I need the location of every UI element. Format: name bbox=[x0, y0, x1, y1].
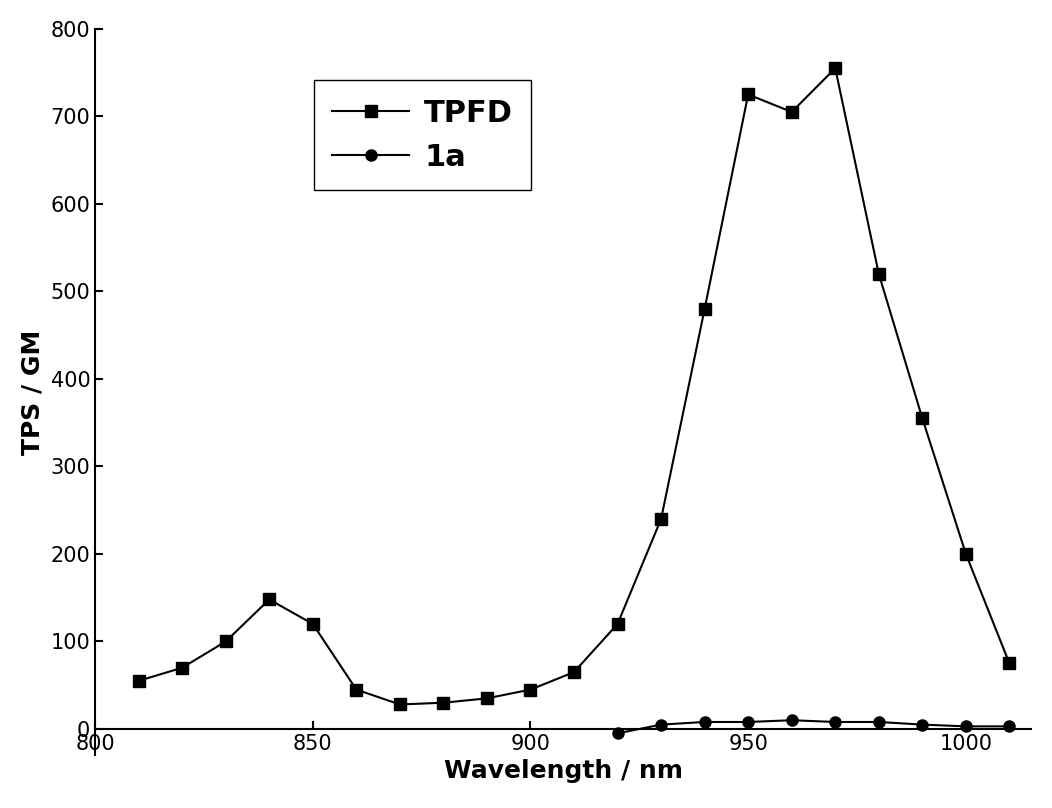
TPFD bbox=[959, 549, 972, 559]
TPFD bbox=[524, 684, 537, 694]
TPFD bbox=[220, 637, 232, 646]
1a bbox=[959, 722, 972, 731]
TPFD bbox=[481, 693, 493, 703]
TPFD bbox=[872, 269, 885, 279]
1a bbox=[654, 720, 667, 730]
TPFD bbox=[1004, 659, 1016, 668]
TPFD bbox=[133, 676, 145, 686]
1a bbox=[1004, 722, 1016, 731]
Y-axis label: TPS / GM: TPS / GM bbox=[21, 330, 45, 455]
TPFD bbox=[611, 619, 624, 629]
Line: TPFD: TPFD bbox=[134, 63, 1015, 710]
TPFD bbox=[654, 514, 667, 524]
X-axis label: Wavelength / nm: Wavelength / nm bbox=[444, 760, 683, 784]
TPFD bbox=[263, 595, 276, 604]
Line: 1a: 1a bbox=[612, 714, 1015, 739]
TPFD bbox=[916, 414, 929, 423]
1a bbox=[916, 720, 929, 730]
Legend: TPFD, 1a: TPFD, 1a bbox=[315, 81, 531, 191]
1a bbox=[699, 718, 711, 727]
TPFD bbox=[306, 619, 319, 629]
1a bbox=[611, 729, 624, 739]
TPFD bbox=[699, 304, 711, 314]
TPFD bbox=[176, 663, 188, 672]
TPFD bbox=[568, 667, 581, 677]
TPFD bbox=[438, 698, 450, 708]
TPFD bbox=[786, 107, 798, 117]
1a bbox=[742, 718, 754, 727]
TPFD bbox=[742, 90, 754, 99]
TPFD bbox=[829, 63, 842, 73]
TPFD bbox=[350, 684, 363, 694]
1a bbox=[872, 718, 885, 727]
1a bbox=[786, 715, 798, 725]
1a bbox=[829, 718, 842, 727]
TPFD bbox=[393, 700, 406, 709]
